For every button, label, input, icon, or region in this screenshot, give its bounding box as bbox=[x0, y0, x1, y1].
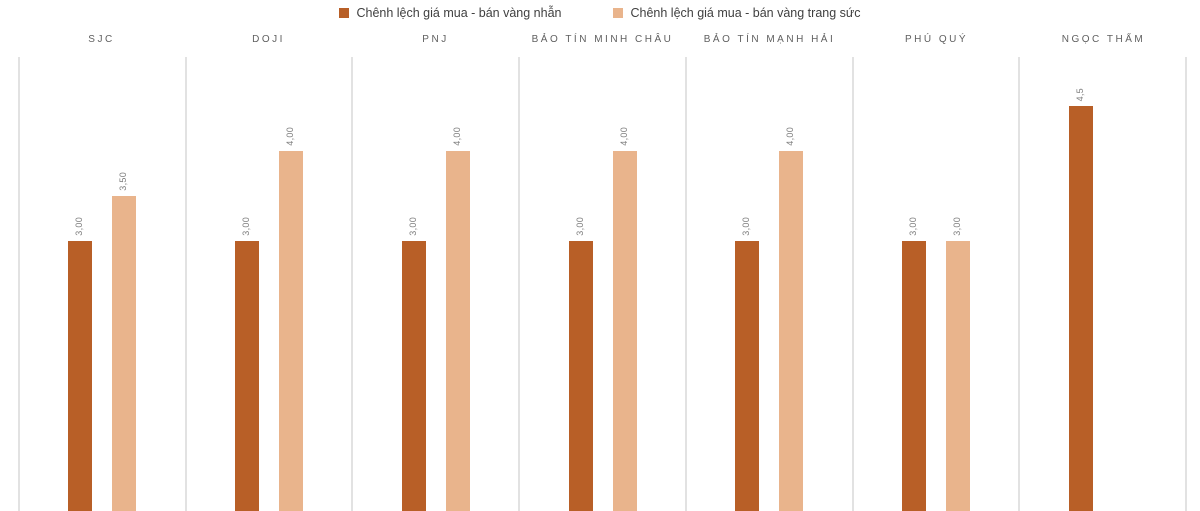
bar-vang-trang-suc bbox=[612, 151, 637, 511]
bar-vang-nhan bbox=[1068, 106, 1093, 511]
bar-value-label: 3,00 bbox=[907, 217, 918, 236]
bar-vang-trang-suc bbox=[279, 151, 304, 511]
bar-value-label: 4,5 bbox=[1074, 87, 1085, 101]
category-label: PHÚ QUÝ bbox=[904, 34, 969, 45]
category-cell: 3,00 4,00 bbox=[518, 57, 685, 511]
bar-vang-nhan bbox=[901, 241, 926, 511]
bar-vang-nhan bbox=[401, 241, 426, 511]
bar-vang-trang-suc bbox=[445, 151, 470, 511]
legend-item: Chênh lệch giá mua - bán vàng trang sức bbox=[613, 6, 861, 20]
category-label: PNJ bbox=[422, 34, 449, 45]
bar-value-label: 3,00 bbox=[241, 217, 252, 236]
legend-swatch-icon bbox=[339, 8, 350, 18]
category-label: BẢO TÍN MẠNH HẢI bbox=[703, 34, 836, 45]
bar-value-label: 4,00 bbox=[618, 127, 629, 146]
legend-swatch-icon bbox=[613, 8, 624, 18]
legend: Chênh lệch giá mua - bán vàng nhẫn Chênh … bbox=[0, 6, 1200, 20]
category-label: NGỌC THẨM bbox=[1061, 34, 1146, 45]
category-cell: 4,5 bbox=[1018, 57, 1185, 511]
category-label: DOJI bbox=[252, 34, 285, 45]
category-label: SJC bbox=[88, 34, 115, 45]
bar-value-label: 4,00 bbox=[785, 127, 796, 146]
bar-value-label: 4,00 bbox=[285, 127, 296, 146]
category-label-row: SJC DOJI PNJ BẢO TÍN MINH CHÂU BẢO TÍN MẠNH … bbox=[18, 34, 1187, 45]
category-cell: 3,00 3,50 bbox=[18, 57, 185, 511]
bar-value-label: 3,00 bbox=[574, 217, 585, 236]
legend-item-label: Chênh lệch giá mua - bán vàng nhẫn bbox=[356, 6, 562, 20]
bar-value-label: 3,00 bbox=[951, 217, 962, 236]
category-cell: 3,00 4,00 bbox=[184, 57, 352, 511]
bar-value-label: 3,50 bbox=[118, 172, 129, 191]
bar-vang-nhan bbox=[235, 241, 260, 511]
bar-value-label: 3,00 bbox=[741, 217, 752, 236]
bar-value-label: 3,00 bbox=[74, 217, 85, 236]
bar-value-label: 3,00 bbox=[407, 217, 418, 236]
category-label: BẢO TÍN MINH CHÂU bbox=[531, 34, 674, 45]
legend-item-label: Chênh lệch giá mua - bán vàng trang sức bbox=[630, 6, 861, 20]
category-cell: 3,00 4,00 bbox=[684, 57, 852, 511]
bar-vang-nhan bbox=[568, 241, 593, 511]
bar-vang-nhan bbox=[68, 241, 93, 511]
legend-item: Chênh lệch giá mua - bán vàng nhẫn bbox=[339, 6, 561, 20]
plot-area: 3,00 3,50 3,00 4,00 3,00 4,00 3,00 4,00 3,00 4,00… bbox=[18, 57, 1187, 511]
category-cell: 3,00 3,00 bbox=[851, 57, 1019, 511]
bar-vang-trang-suc bbox=[945, 241, 970, 511]
category-cell: 3,00 4,00 bbox=[351, 57, 518, 511]
bar-vang-trang-suc bbox=[112, 196, 137, 511]
bar-vang-nhan bbox=[735, 241, 760, 511]
bar-vang-trang-suc bbox=[779, 151, 804, 511]
bar-value-label: 4,00 bbox=[451, 127, 462, 146]
